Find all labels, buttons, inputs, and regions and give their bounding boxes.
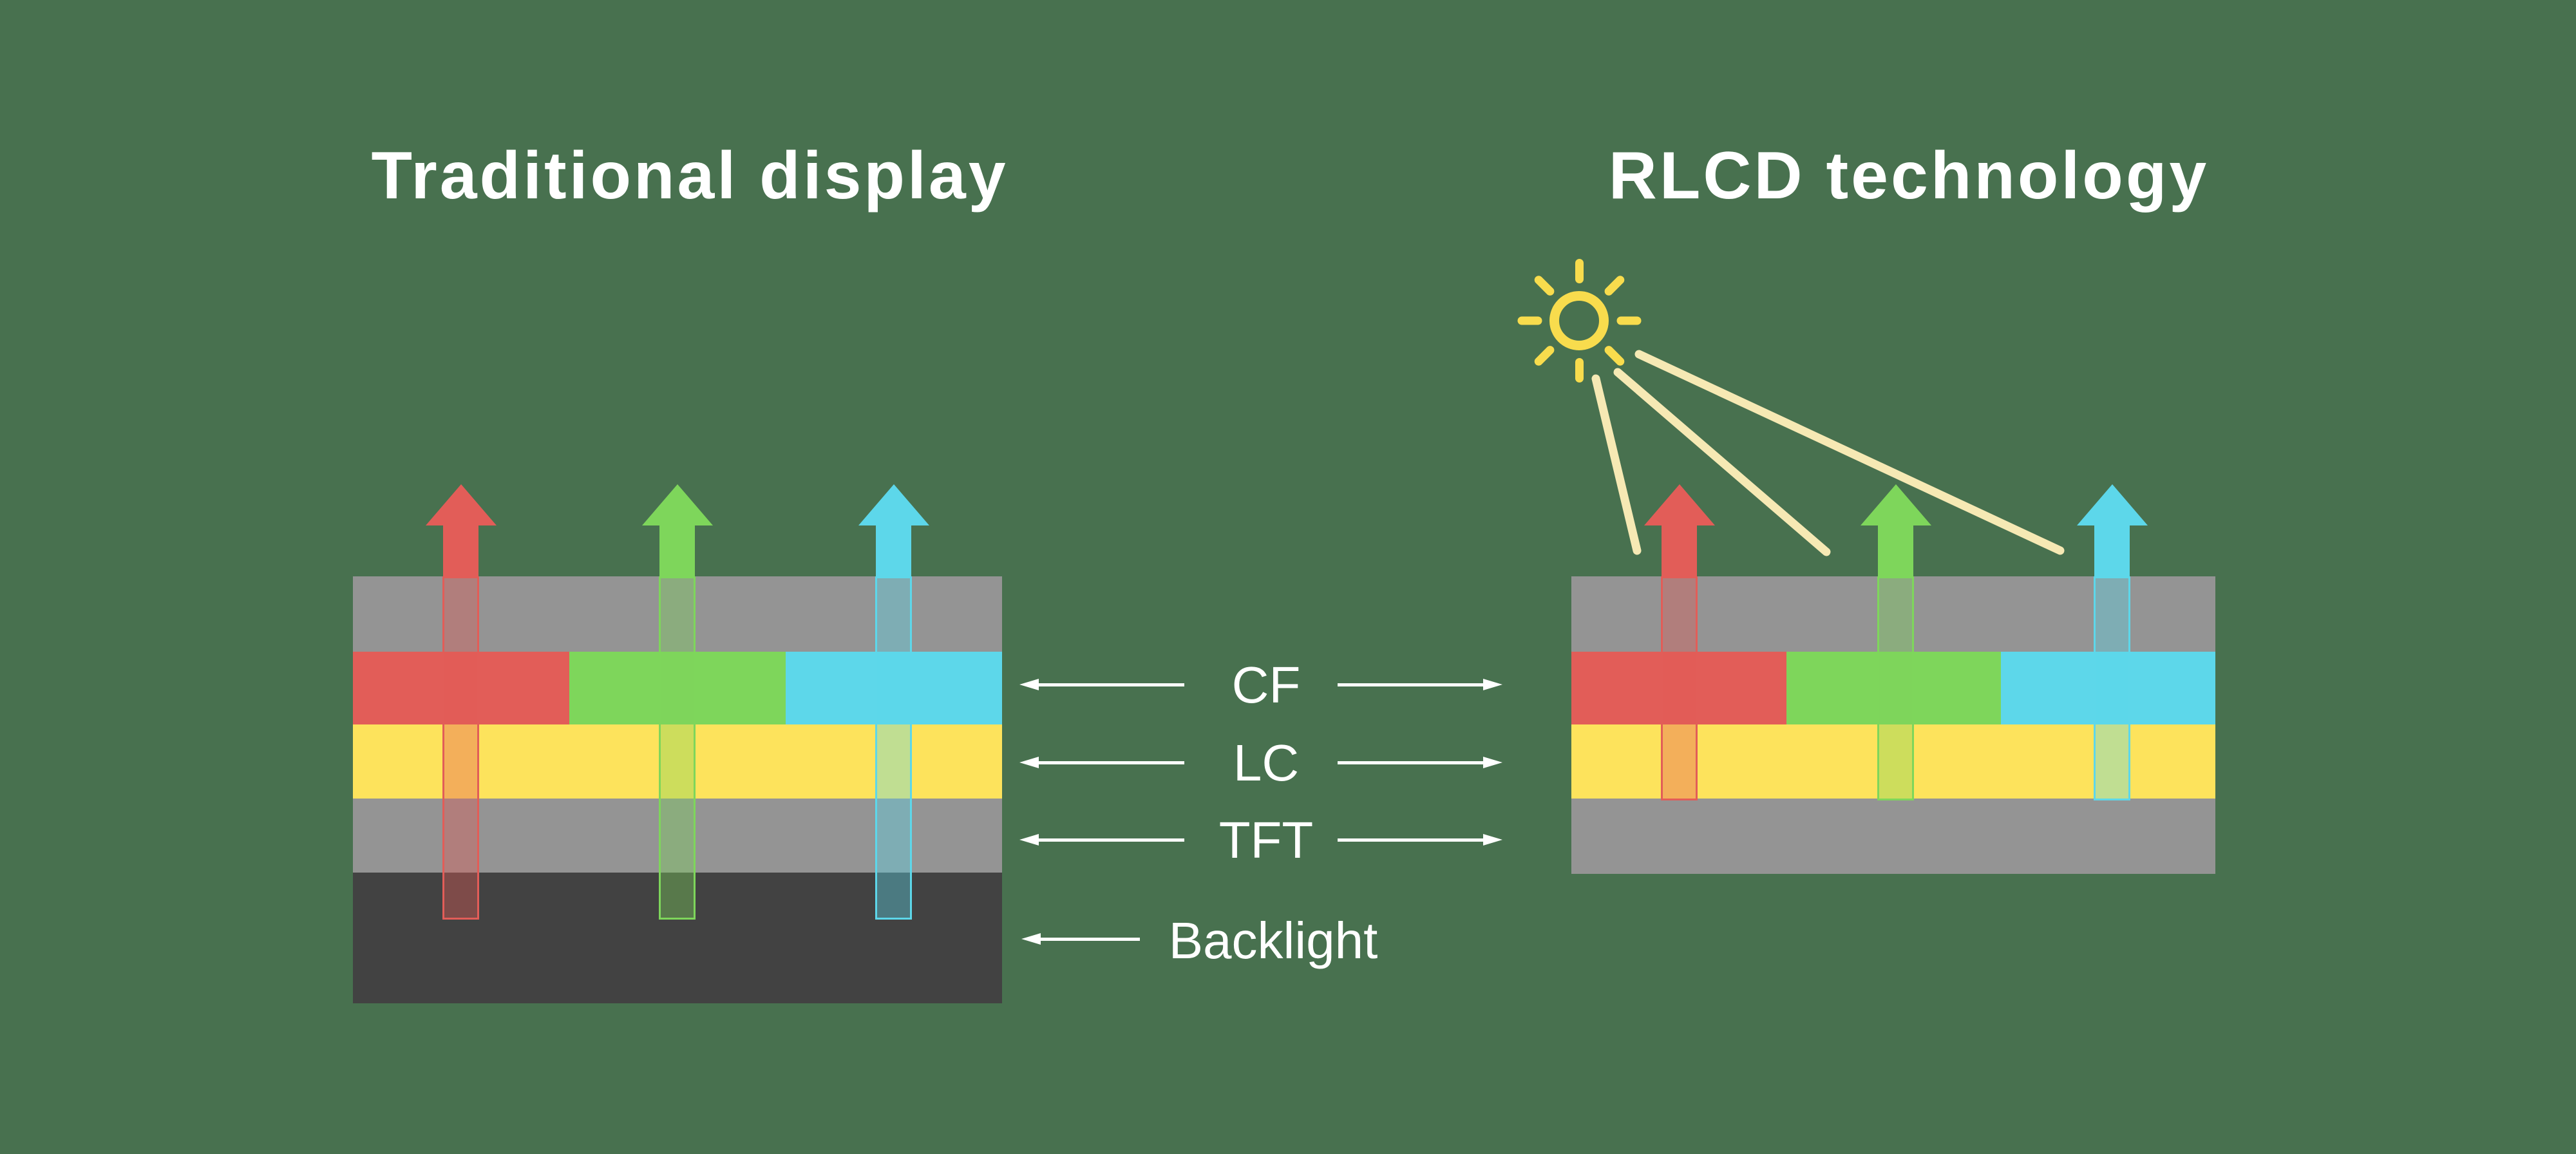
cf-cyan-segment [2001, 652, 2215, 724]
lc-label: LC [1233, 734, 1300, 791]
backlight-layer [353, 873, 1002, 1003]
sun-circle [1549, 291, 1609, 350]
tft-layer [353, 799, 1002, 873]
tft-label: TFT [1218, 811, 1314, 869]
backlight-left-arrow [1021, 933, 1140, 945]
light-ray [1613, 368, 1831, 556]
cf-green-segment [569, 652, 786, 724]
cf-red-segment [1571, 652, 1786, 724]
cf-left-arrow [1019, 679, 1184, 691]
cf-green-segment [1786, 652, 2001, 724]
tft-left-arrow [1019, 834, 1184, 846]
light-ray [1634, 350, 2065, 555]
left-panel-title: Traditional display [371, 138, 1009, 213]
backlight-label: Backlight [1168, 912, 1378, 969]
tft-layer [1571, 799, 2215, 874]
glass-substrate-layer [1571, 576, 2215, 652]
lc-layer [353, 724, 1002, 799]
lc-layer [1571, 724, 2215, 799]
light-ray [1591, 374, 1642, 555]
cf-cyan-segment [786, 652, 1002, 724]
cf-label: CF [1231, 656, 1301, 714]
cf-red-segment [353, 652, 569, 724]
glass-substrate-layer [353, 576, 1002, 652]
tft-right-arrow [1338, 834, 1502, 846]
lc-right-arrow [1338, 757, 1502, 769]
cf-right-arrow [1338, 679, 1502, 691]
lc-left-arrow [1019, 757, 1184, 769]
right-panel-title: RLCD technology [1608, 138, 2210, 213]
